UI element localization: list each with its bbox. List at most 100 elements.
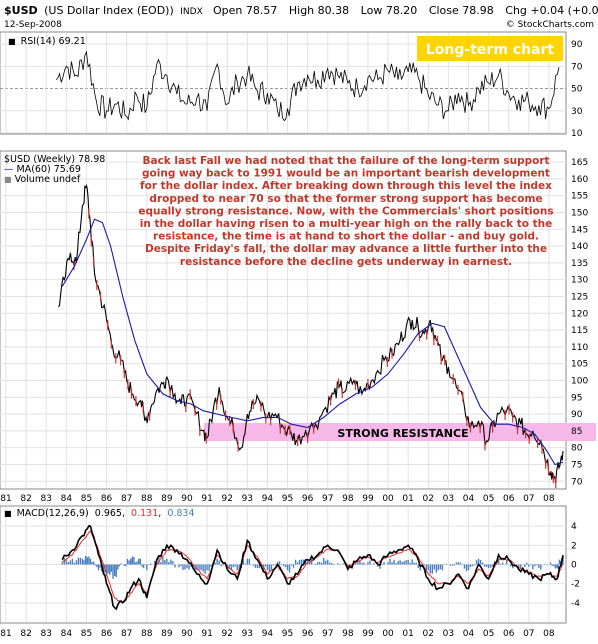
x-tick-label: 83 [41, 494, 52, 504]
price-panel: STRONG RESISTANCE $USD (Weekly) 78.98 — … [0, 150, 596, 490]
annotation-line: dropped to near 70 so that the former st… [149, 193, 542, 205]
y-tick-label: 120 [571, 309, 588, 319]
annotation-line: resistance, the time is at hand to short… [153, 231, 539, 243]
x-tick-label: 89 [161, 494, 173, 504]
x-tick-label: 02 [423, 629, 434, 639]
x-tick-label: 07 [523, 629, 534, 639]
x-tick-label: 91 [201, 629, 212, 639]
x-axis-price: 81 82 83 84 85 86 87 88 89 90 91 92 93 94 95 96 97 98 99 00… [0, 494, 555, 504]
macd-legend-sep1: , [122, 508, 125, 519]
header-ohlc-line: Open 78.57 High 80.38 Low 78.20 Close 78… [213, 4, 598, 17]
y-tick-label: 105 [571, 360, 588, 370]
x-tick-label: 93 [242, 629, 253, 639]
price-legend-line: $USD (Weekly) 78.98 [4, 154, 105, 165]
y-tick-label: 140 [571, 242, 588, 252]
x-tick-label: 99 [362, 494, 374, 504]
rsi-panel: Long-term chart ■ RSI(14) 69.21 90 70 50 30… [0, 31, 583, 139]
x-tick-label: 04 [463, 629, 475, 639]
x-tick-label: 87 [121, 494, 132, 504]
macd-legend-prefix: MACD(12,26,9) [17, 508, 89, 519]
macd-panel: ■ MACD(12,26,9) 0.965, 0.131, 0.834 4 2 0 -… [0, 505, 580, 624]
x-tick-label: 03 [443, 629, 454, 639]
header-date: 12-Sep-2008 [4, 20, 62, 30]
price-legend: $USD (Weekly) 78.98 — MA(60) 75.69 ■ Vol… [4, 154, 105, 185]
header-symbol-line: $USD (US Dollar Index (EOD)) INDX [4, 4, 203, 17]
long-term-badge-label: Long-term chart [426, 42, 555, 58]
x-tick-label: 90 [181, 629, 193, 639]
x-tick-label: 00 [382, 494, 394, 504]
annotation-line: equally strong resistance. Now, with the… [138, 205, 553, 217]
x-tick-label: 93 [242, 494, 253, 504]
x-tick-label: 06 [503, 629, 515, 639]
x-tick-label: 88 [141, 629, 153, 639]
x-tick-label: 88 [141, 494, 153, 504]
y-tick-label: 0 [571, 561, 577, 571]
annotation-line: for the dollar index. After breaking dow… [140, 180, 552, 192]
x-tick-label: 97 [322, 629, 333, 639]
x-tick-label: 85 [81, 629, 92, 639]
volume-legend-line: ■ Volume undef [4, 174, 81, 185]
y-tick-label: 165 [571, 158, 588, 168]
x-tick-label: 90 [181, 494, 193, 504]
chart-header: $USD (US Dollar Index (EOD)) INDX 12-Sep… [4, 4, 598, 30]
x-tick-label: 08 [543, 629, 555, 639]
x-tick-label: 03 [443, 494, 454, 504]
annotation-line: going way back to 1991 would be an impor… [142, 168, 550, 180]
analyst-annotation: Back last Fall we had noted that the fai… [138, 155, 553, 268]
header-symbol: $USD [4, 4, 38, 17]
x-tick-label: 95 [282, 629, 293, 639]
y-tick-label: 4 [571, 522, 577, 532]
x-tick-label: 92 [221, 629, 232, 639]
signal-line [62, 530, 564, 604]
x-tick-label: 85 [81, 494, 92, 504]
x-tick-label: 86 [101, 629, 113, 639]
annotation-line: Despite Friday's fall, the dollar may ad… [145, 243, 547, 255]
x-tick-label: 91 [201, 494, 212, 504]
header-change: Chg +0.04 (+0.05%) [505, 4, 598, 17]
x-tick-label: 07 [523, 494, 534, 504]
x-tick-label: 98 [342, 629, 354, 639]
x-tick-label: 05 [483, 494, 494, 504]
y-tick-label: 115 [571, 326, 588, 336]
x-tick-label: 82 [20, 494, 31, 504]
price-y-axis: 165 160 155 150 145 140 135 130 125 120 115 110 105 1… [571, 158, 588, 487]
macd-legend-signal: 0.131 [131, 508, 158, 519]
annotation-line: resistance before the decline gets under… [180, 256, 512, 268]
y-tick-label: 155 [571, 192, 588, 202]
y-tick-label: 150 [571, 208, 588, 218]
header-close: Close 78.98 [429, 4, 494, 17]
rsi-legend-label: RSI(14) 69.21 [21, 36, 86, 47]
x-tick-label: 01 [402, 494, 413, 504]
rsi-legend-marker: ■ [8, 37, 16, 46]
y-tick-label: 130 [571, 276, 588, 286]
x-tick-label: 86 [101, 494, 113, 504]
y-tick-label: 75 [571, 460, 582, 470]
y-tick-label: -2 [571, 580, 580, 590]
x-tick-label: 98 [342, 494, 354, 504]
x-tick-label: 87 [121, 629, 132, 639]
macd-legend-hist: 0.834 [167, 508, 194, 519]
y-tick-label: 95 [571, 393, 582, 403]
x-tick-label: 81 [0, 629, 11, 639]
y-tick-label: 135 [571, 259, 588, 269]
x-tick-label: 81 [0, 494, 11, 504]
x-axis-macd: 81 82 83 84 85 86 87 88 89 90 91 92 93 94 95 96 97 98 99 00… [0, 629, 555, 639]
rsi-y-axis: 90 70 50 30 10 [571, 40, 583, 139]
x-tick-label: 97 [322, 494, 333, 504]
y-tick-label: 90 [571, 40, 583, 50]
x-tick-label: 84 [61, 629, 73, 639]
y-tick-label: 145 [571, 225, 588, 235]
x-tick-label: 94 [262, 629, 274, 639]
x-tick-label: 84 [61, 494, 73, 504]
x-tick-label: 96 [302, 629, 314, 639]
long-term-badge [417, 36, 563, 61]
price-legend-label: $USD (Weekly) 78.98 [4, 154, 105, 165]
macd-line [61, 525, 564, 611]
y-tick-label: 100 [571, 376, 588, 386]
annotation-line: Back last Fall we had noted that the fai… [142, 155, 549, 167]
x-tick-label: 00 [382, 629, 394, 639]
y-tick-label: 125 [571, 292, 588, 302]
rsi-line [55, 50, 560, 122]
